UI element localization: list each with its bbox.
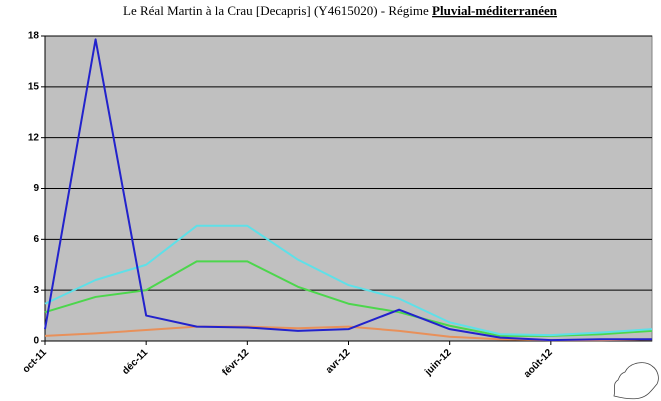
y-tick-label: 3 xyxy=(33,285,39,296)
x-tick-label: août-12 xyxy=(522,347,555,380)
x-tick-label: févr-12 xyxy=(220,347,251,378)
map-icon xyxy=(613,362,659,400)
chart-title: Le Réal Martin à la Crau [Decapris] (Y46… xyxy=(123,3,558,18)
y-tick-label: 12 xyxy=(28,132,40,143)
y-tick-label: 0 xyxy=(33,336,39,347)
series-line xyxy=(44,38,652,342)
x-tick-label: oct-11 xyxy=(21,347,50,376)
title-main: Le Réal Martin à la Crau [Decapris] (Y46… xyxy=(123,3,429,18)
y-tick-label: 9 xyxy=(33,183,39,194)
title-regime: Pluvial-méditerranéen xyxy=(432,3,558,18)
y-tick-label: 15 xyxy=(28,81,40,92)
x-tick-label: juin-12 xyxy=(422,347,454,379)
x-tick-label: avr-12 xyxy=(324,347,353,376)
series-line xyxy=(44,224,653,337)
y-tick-label: 18 xyxy=(28,31,40,42)
x-tick-label: déc-11 xyxy=(120,347,150,377)
y-tick-label: 6 xyxy=(33,234,39,245)
